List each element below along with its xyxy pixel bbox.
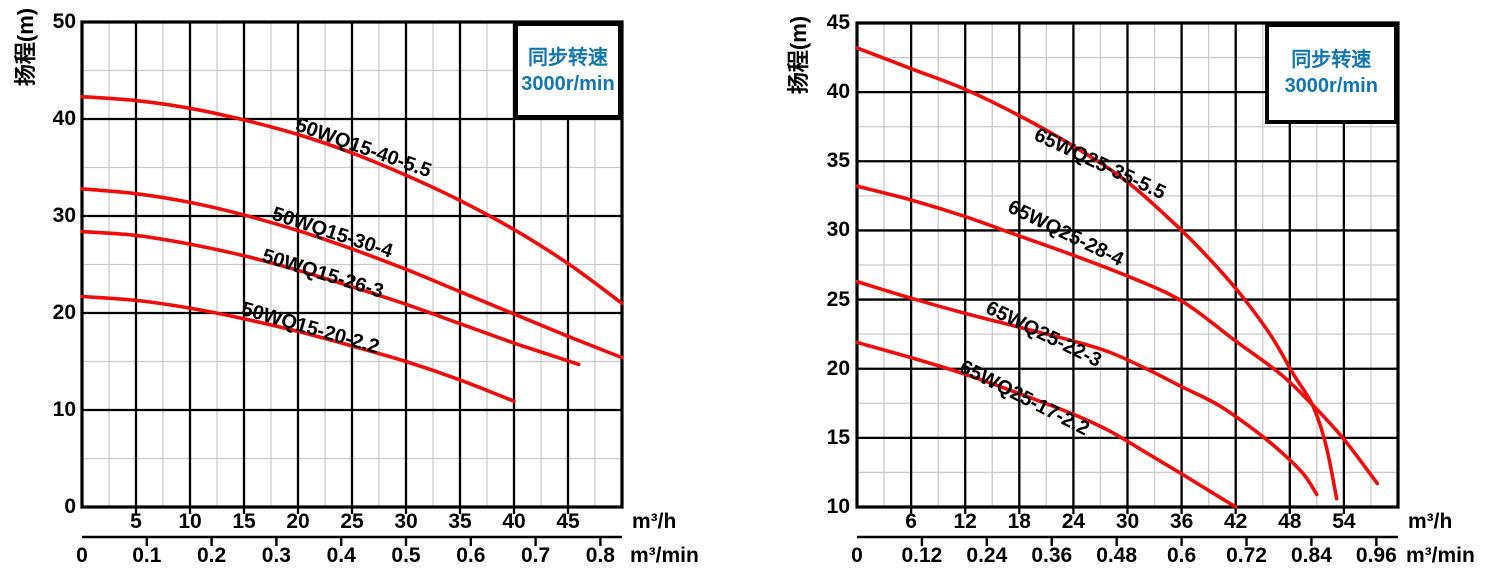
- y-tick-label: 50: [52, 10, 76, 33]
- flow-per-min-tick-label: 0.96: [1355, 544, 1397, 567]
- y-tick-label: 30: [826, 218, 850, 242]
- pump-curve-50WQ15-30-4: [80, 187, 624, 360]
- flow-per-min-tick-label: 0.6: [456, 544, 486, 567]
- x-tick-label: 20: [286, 510, 310, 533]
- flow-per-min-tick-label: 0: [76, 544, 88, 567]
- flow-per-min-tick-label: 0.6: [1166, 544, 1197, 567]
- y-tick-label: 0: [64, 495, 76, 518]
- x-tick-label: 5: [130, 510, 142, 533]
- x-tick-label: 6: [905, 510, 917, 533]
- y-tick-label: 20: [826, 356, 850, 380]
- flow-per-min-tick-label: 0.36: [1031, 544, 1073, 567]
- curve-label: 50WQ15-20-2.2: [238, 298, 382, 359]
- x-axis-unit-m3min: m³/min: [630, 544, 699, 567]
- legend-speed-value: 3000r/min: [1284, 75, 1378, 98]
- pump-curve-65WQ25-17-2.2: [855, 340, 1238, 509]
- sync-speed-legend: 同步转速 3000r/min: [1264, 23, 1398, 124]
- x-tick-label: 18: [1007, 510, 1031, 533]
- flow-per-min-tick-label: 0.24: [966, 544, 1008, 567]
- x-tick-label: 30: [1115, 510, 1140, 533]
- pump-curve-65WQ25-28-4: [855, 184, 1380, 486]
- curve-label: 65WQ25-22-3: [982, 297, 1105, 372]
- flow-per-min-tick-label: 0.48: [1096, 544, 1138, 567]
- curve-label: 65WQ25-35-5.5: [1030, 124, 1169, 205]
- x-tick-label: 36: [1169, 510, 1194, 533]
- y-tick-label: 35: [826, 149, 850, 173]
- flow-per-min-tick-label: 0.3: [261, 544, 291, 567]
- x-tick-label: 54: [1332, 510, 1356, 533]
- x-tick-label: 45: [556, 510, 580, 533]
- flow-per-min-tick-label: 0: [851, 544, 863, 567]
- flow-per-min-tick-label: 0.84: [1291, 544, 1332, 567]
- x-tick-label: 42: [1224, 510, 1248, 533]
- y-tick-label: 25: [826, 287, 850, 311]
- x-tick-label: 48: [1278, 510, 1302, 533]
- flow-per-min-tick-label: 0.72: [1226, 544, 1267, 567]
- y-tick-label: 45: [826, 11, 850, 34]
- plot-border: [855, 21, 1400, 509]
- x-tick-label: 25: [340, 510, 364, 533]
- curve-label: 65WQ25-28-4: [1004, 196, 1127, 271]
- y-tick-label: 10: [52, 398, 76, 421]
- x-tick-label: 10: [178, 510, 202, 533]
- plot-border: [80, 20, 624, 509]
- flow-per-min-tick-label: 0.7: [520, 544, 551, 567]
- x-axis-unit-m3h: m³/h: [632, 510, 677, 533]
- y-tick-label: 20: [52, 301, 76, 324]
- x-tick-label: 35: [448, 510, 472, 533]
- x-tick-label: 15: [232, 510, 256, 533]
- x-tick-label: 24: [1061, 510, 1086, 533]
- y-tick-label: 40: [826, 80, 850, 104]
- curve-label: 65WQ25-17-2.2: [956, 356, 1093, 441]
- x-tick-label: 30: [394, 510, 418, 533]
- pump-curve-50WQ15-40-5.5: [80, 94, 624, 306]
- flow-per-min-tick-label: 0.8: [585, 544, 615, 567]
- flow-per-min-tick-label: 0.2: [196, 544, 227, 567]
- sync-speed-legend: 同步转速 3000r/min: [514, 22, 622, 119]
- y-tick-label: 10: [826, 495, 850, 518]
- legend-speed-title: 同步转速: [528, 46, 608, 69]
- x-tick-label: 12: [953, 510, 977, 533]
- legend-speed-value: 3000r/min: [521, 72, 615, 95]
- pump-curve-50WQ15-26-3: [80, 229, 581, 367]
- pump-curve-50WQ15-20-2.2: [80, 294, 516, 404]
- legend-speed-title: 同步转速: [1291, 49, 1372, 72]
- y-tick-label: 40: [52, 107, 76, 130]
- flow-per-min-tick-label: 0.4: [326, 544, 356, 567]
- x-axis-unit-m3h: m³/h: [1408, 510, 1453, 533]
- flow-per-min-tick-label: 0.12: [901, 544, 943, 567]
- x-tick-label: 40: [502, 510, 526, 533]
- y-tick-label: 15: [826, 425, 850, 449]
- flow-per-min-tick-label: 0.1: [132, 544, 162, 567]
- x-axis-unit-m3min: m³/min: [1406, 544, 1475, 567]
- flow-per-min-tick-label: 0.5: [391, 544, 421, 567]
- pump-curve-65WQ25-22-3: [855, 279, 1319, 497]
- curve-label: 50WQ15-40-5.5: [292, 114, 435, 183]
- y-tick-label: 30: [52, 204, 76, 227]
